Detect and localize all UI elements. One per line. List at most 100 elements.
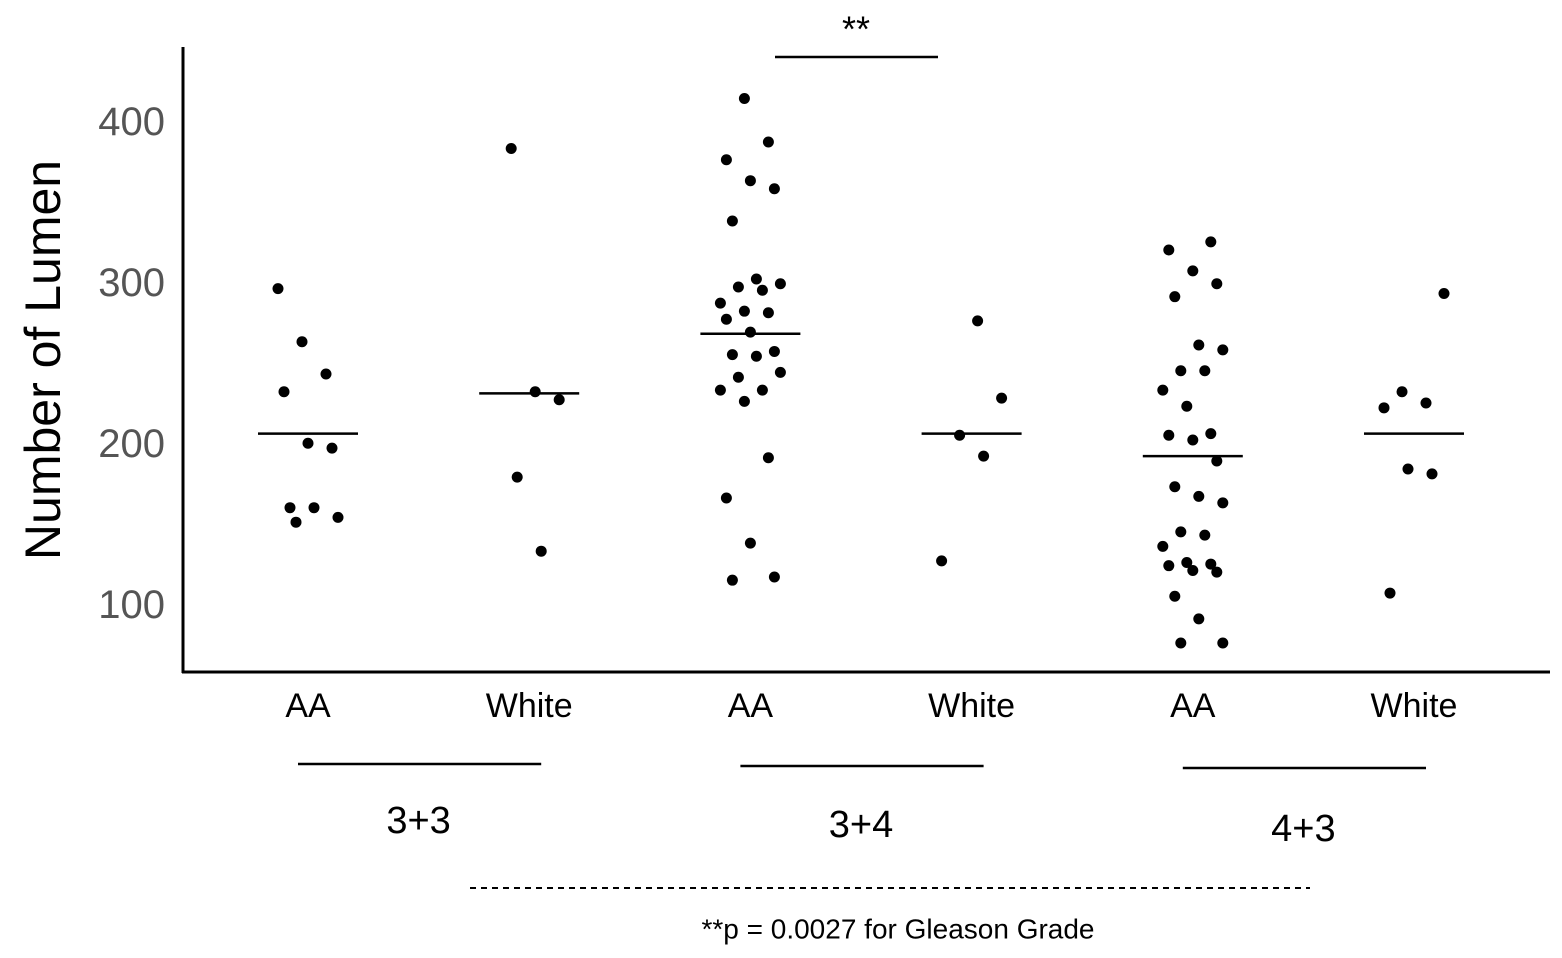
data-point: [720, 492, 732, 504]
data-point: [774, 366, 786, 378]
x-tick-label: AA: [728, 687, 774, 725]
data-point: [284, 502, 296, 514]
data-point: [1187, 265, 1199, 277]
data-point: [720, 154, 732, 166]
data-point: [936, 555, 948, 567]
x-tick-label: White: [1371, 687, 1458, 725]
data-point: [720, 313, 732, 325]
data-point: [1438, 287, 1450, 299]
data-point: [1378, 402, 1390, 414]
data-point: [768, 345, 780, 357]
data-point: [732, 281, 744, 293]
x-tick-label: White: [928, 687, 1015, 725]
data-point: [1181, 556, 1193, 568]
data-point: [1169, 590, 1181, 602]
data-point: [505, 142, 517, 154]
x-tick-label: AA: [285, 687, 331, 725]
data-point: [738, 305, 750, 317]
data-point: [511, 471, 523, 483]
data-point: [278, 386, 290, 398]
y-tick-label: 300: [98, 261, 165, 305]
data-point: [302, 437, 314, 449]
data-point: [290, 516, 302, 528]
data-point: [1163, 429, 1175, 441]
data-point: [744, 537, 756, 549]
data-point: [1187, 434, 1199, 446]
data-point: [1181, 400, 1193, 412]
data-point: [714, 297, 726, 309]
data-point: [320, 368, 332, 380]
data-point: [1384, 587, 1396, 599]
data-point: [762, 452, 774, 464]
data-point: [332, 511, 344, 523]
data-point: [1163, 244, 1175, 256]
data-point: [1217, 344, 1229, 356]
data-point: [1157, 384, 1169, 396]
data-point: [756, 284, 768, 296]
group-label: 3+3: [386, 800, 450, 842]
data-point: [1217, 637, 1229, 649]
data-point: [1199, 365, 1211, 377]
data-point: [326, 442, 338, 454]
data-point: [1402, 463, 1414, 475]
data-point: [535, 545, 547, 557]
data-point: [744, 326, 756, 338]
data-point: [1396, 386, 1408, 398]
data-point: [529, 386, 541, 398]
data-point: [738, 93, 750, 105]
data-point: [972, 315, 984, 327]
y-tick-label: 100: [98, 583, 165, 627]
group-label: 3+4: [829, 804, 893, 846]
footnote: **p = 0.0027 for Gleason Grade: [701, 913, 1094, 944]
data-point: [954, 429, 966, 441]
data-point: [726, 215, 738, 227]
data-point: [744, 175, 756, 187]
data-point: [1169, 291, 1181, 303]
data-point: [762, 136, 774, 148]
data-point: [1199, 529, 1211, 541]
data-point: [296, 336, 308, 348]
data-point: [308, 502, 320, 514]
data-point: [768, 183, 780, 195]
data-point: [272, 283, 284, 295]
data-point: [714, 384, 726, 396]
data-point: [1205, 558, 1217, 570]
data-point: [762, 307, 774, 319]
data-point: [1187, 565, 1199, 577]
data-point: [978, 450, 990, 462]
data-point: [726, 574, 738, 586]
data-point: [768, 571, 780, 583]
data-point: [774, 278, 786, 290]
y-tick-label: 400: [98, 100, 165, 144]
significance-label: **: [842, 9, 870, 50]
data-point: [1175, 526, 1187, 538]
data-point: [1205, 428, 1217, 440]
data-point: [1169, 481, 1181, 493]
data-point: [750, 350, 762, 362]
data-point: [732, 371, 744, 383]
y-tick-label: 200: [98, 422, 165, 466]
data-point: [1205, 236, 1217, 248]
data-point: [1163, 560, 1175, 572]
data-point: [1217, 497, 1229, 509]
data-point: [553, 394, 565, 406]
data-point: [726, 349, 738, 361]
data-point: [1193, 613, 1205, 625]
data-point: [1426, 468, 1438, 480]
data-point: [1193, 339, 1205, 351]
data-point: [1157, 540, 1169, 552]
data-point: [750, 273, 762, 285]
x-tick-label: White: [486, 687, 573, 725]
data-point: [1193, 490, 1205, 502]
data-point: [996, 392, 1008, 404]
y-axis-label: Number of Lumen: [15, 160, 71, 560]
x-tick-label: AA: [1170, 687, 1216, 725]
data-point: [1175, 365, 1187, 377]
data-point: [1211, 566, 1223, 578]
data-point: [756, 384, 768, 396]
data-point: [1211, 455, 1223, 467]
data-point: [1175, 637, 1187, 649]
data-point: [738, 395, 750, 407]
group-label: 4+3: [1271, 808, 1335, 850]
